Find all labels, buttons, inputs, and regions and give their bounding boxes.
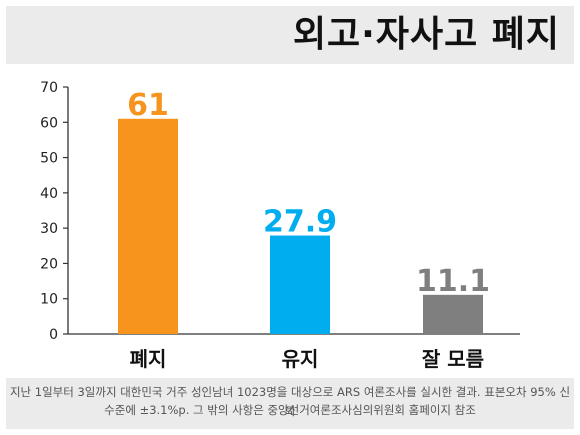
footnote-line-2: 수준에 ±3.1%p. 그 밖의 사항은 중앙선거여론조사심의위원회 홈페이지 …	[104, 403, 476, 417]
bar-chart: 0 10 20 30 40 50 60 70 61 27.9 11.1 폐지 유지 잘 모름	[40, 80, 520, 371]
page-title: 외고·자사고 폐지	[292, 14, 560, 55]
x-category-label: 유지	[282, 347, 319, 371]
bar-value-label: 61	[127, 88, 169, 123]
bar-value-label: 11.1	[416, 264, 490, 299]
y-axis: 0 10 20 30 40 50 60 70	[40, 80, 520, 343]
footnote-box: 지난 1일부터 3일까지 대한민국 거주 성인남녀 1023명을 대상으로 AR…	[6, 378, 574, 429]
footnote-line-1: 지난 1일부터 3일까지 대한민국 거주 성인남녀 1023명을 대상으로 AR…	[9, 385, 571, 418]
x-category-label: 잘 모름	[422, 347, 484, 371]
y-tick-label: 60	[40, 115, 58, 131]
x-category-label: 폐지	[130, 347, 167, 371]
y-tick-label: 40	[40, 186, 58, 202]
bar	[118, 118, 178, 334]
y-tick-label: 20	[40, 256, 58, 272]
bar-value-label: 27.9	[263, 205, 337, 240]
y-tick-label: 70	[40, 80, 58, 96]
bar	[270, 235, 330, 334]
title-banner: 외고·자사고 폐지	[6, 6, 574, 64]
x-axis-labels: 폐지 유지 잘 모름	[130, 347, 484, 371]
bars: 61 27.9 11.1	[118, 88, 490, 334]
y-tick-label: 10	[40, 292, 58, 308]
y-tick-label: 50	[40, 151, 58, 167]
y-tick-label: 30	[40, 221, 58, 237]
y-tick-label: 0	[49, 327, 58, 343]
bar	[423, 294, 483, 334]
